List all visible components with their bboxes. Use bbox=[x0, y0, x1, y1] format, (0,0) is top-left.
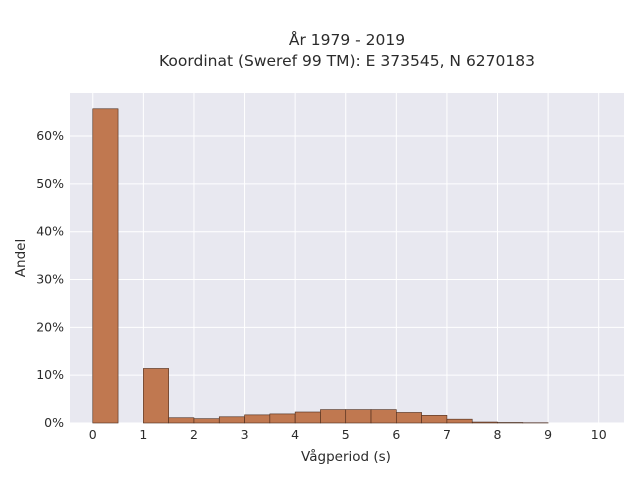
x-tick-label: 9 bbox=[544, 427, 552, 442]
histogram-bar bbox=[92, 108, 119, 424]
histogram-bar bbox=[168, 417, 195, 424]
chart-title-line-1: År 1979 - 2019 bbox=[289, 30, 405, 49]
y-tick-label: 0% bbox=[44, 415, 64, 430]
x-tick-label: 1 bbox=[139, 427, 147, 442]
x-tick-label: 2 bbox=[190, 427, 198, 442]
y-tick-label: 50% bbox=[36, 176, 64, 191]
x-tick-label: 4 bbox=[291, 427, 299, 442]
histogram-bar bbox=[269, 413, 296, 424]
grid-lines bbox=[70, 93, 624, 424]
histogram-bar bbox=[193, 418, 220, 424]
x-tick-label: 3 bbox=[241, 427, 249, 442]
y-tick-label: 30% bbox=[36, 272, 64, 287]
plot-area bbox=[70, 93, 624, 423]
x-tick-label: 10 bbox=[591, 427, 607, 442]
histogram-bar bbox=[471, 421, 498, 424]
x-tick-label: 5 bbox=[342, 427, 350, 442]
y-tick-label: 20% bbox=[36, 319, 64, 334]
histogram-bar bbox=[218, 416, 245, 424]
x-tick-label: 0 bbox=[89, 427, 97, 442]
x-axis-ticks: 0 1 2 3 4 5 6 7 8 9 10 bbox=[89, 427, 607, 442]
y-axis-label: Andel bbox=[13, 239, 29, 277]
histogram-bar bbox=[320, 409, 347, 424]
histogram-bar bbox=[244, 414, 271, 424]
x-tick-label: 6 bbox=[392, 427, 400, 442]
histogram-bar bbox=[370, 409, 397, 424]
x-tick-label: 8 bbox=[494, 427, 502, 442]
y-tick-label: 10% bbox=[36, 367, 64, 382]
x-axis-label: Vågperiod (s) bbox=[301, 448, 391, 465]
histogram-bar bbox=[143, 368, 169, 424]
histogram-bar bbox=[396, 412, 422, 424]
histogram-bar bbox=[294, 411, 321, 424]
histogram-bar bbox=[345, 409, 372, 424]
y-axis-ticks: 0% 10% 20% 30% 40% 50% 60% bbox=[36, 128, 64, 430]
histogram-bar bbox=[421, 415, 448, 424]
y-tick-label: 40% bbox=[36, 224, 64, 239]
x-tick-label: 7 bbox=[443, 427, 451, 442]
bars bbox=[92, 108, 549, 424]
y-tick-label: 60% bbox=[36, 128, 64, 143]
chart-title-line-2: Koordinat (Sweref 99 TM): E 373545, N 62… bbox=[159, 52, 535, 70]
histogram-bar bbox=[446, 418, 473, 424]
